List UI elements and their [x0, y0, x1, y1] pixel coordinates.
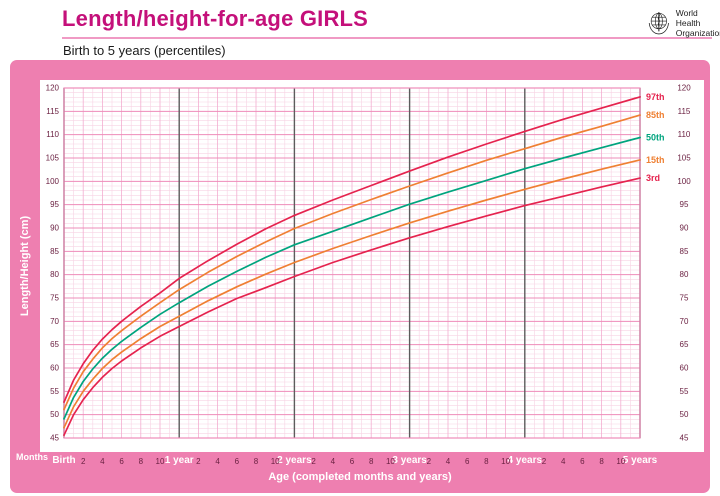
percentile-label-50th: 50th: [646, 132, 665, 142]
y-tick-left: 50: [50, 410, 59, 419]
page-title: Length/height-for-age GIRLS: [62, 6, 369, 31]
who-emblem-icon: [648, 12, 669, 35]
y-tick-right: 105: [677, 154, 691, 163]
y-tick-left: 115: [46, 107, 59, 116]
y-tick-right: 95: [680, 200, 689, 209]
x-month-tick: 4: [330, 457, 336, 466]
y-tick-right: 80: [680, 270, 689, 279]
y-tick-left: 45: [50, 434, 59, 443]
x-month-tick: 8: [253, 457, 259, 466]
y-tick-left: 75: [50, 294, 59, 303]
y-tick-right: 85: [680, 247, 689, 256]
y-tick-left: 110: [46, 130, 59, 139]
y-tick-left: 90: [50, 224, 59, 233]
y-tick-right: 75: [680, 294, 689, 303]
x-month-tick: 10: [385, 457, 395, 466]
x-year-label: 4 years: [507, 455, 543, 466]
y-tick-right: 60: [680, 364, 689, 373]
y-tick-right: 110: [678, 130, 691, 139]
x-year-label: 2 years: [277, 455, 312, 466]
title-underline: [62, 37, 712, 39]
plot-area: 97th 85th 50th 15th 3rd 45 45 50 50 55 55 60 60 65 65 7…: [40, 80, 704, 452]
x-year-label: 3 years: [392, 455, 427, 466]
x-year-label: Birth: [52, 455, 76, 466]
percentile-curve-15th: [63, 159, 641, 429]
percentile-curve-3rd: [63, 177, 641, 437]
chart-frame: Length/Height (cm) 97th 85th 50th 15th 3rd 45…: [10, 60, 710, 493]
x-month-tick: 8: [138, 457, 144, 466]
x-axis-title: Age (completed months and years): [268, 471, 452, 483]
y-tick-right: 70: [680, 317, 689, 326]
x-year-label: 1 year: [164, 455, 194, 466]
y-axis-title-wrap: Length/Height (cm): [10, 80, 40, 452]
percentile-label-97th: 97th: [646, 92, 665, 102]
x-axis-unit-label: Months: [16, 452, 48, 462]
x-month-tick: 8: [368, 457, 374, 466]
x-month-tick: 10: [155, 457, 165, 466]
y-axis-title: Length/Height (cm): [19, 215, 31, 317]
y-tick-left: 85: [50, 247, 59, 256]
x-month-tick: 6: [349, 457, 355, 466]
y-tick-left: 120: [46, 84, 60, 93]
who-logo: World Health Organization: [646, 8, 720, 39]
x-month-tick: 6: [119, 457, 124, 466]
x-month-tick: 4: [100, 457, 105, 466]
percentile-label-3rd: 3rd: [646, 173, 660, 183]
y-tick-left: 60: [50, 364, 59, 373]
x-month-tick: 6: [580, 457, 585, 466]
y-tick-right: 55: [680, 387, 689, 396]
x-month-tick: 4: [445, 457, 451, 466]
x-month-tick: 10: [501, 457, 511, 466]
y-tick-left: 100: [46, 177, 60, 186]
who-logo-text: World Health Organization: [676, 8, 720, 39]
chart-subtitle: Birth to 5 years (percentiles): [63, 43, 226, 58]
y-tick-left: 55: [50, 387, 59, 396]
y-tick-left: 105: [46, 154, 60, 163]
y-tick-right: 65: [680, 340, 689, 349]
growth-chart-svg: 97th 85th 50th 15th 3rd 45 45 50 50 55 55 60 60 65 65 7…: [46, 84, 692, 443]
x-month-tick: 6: [234, 457, 240, 466]
x-month-tick: 4: [560, 457, 566, 466]
y-tick-right: 100: [677, 177, 691, 186]
x-year-label: 5 years: [622, 455, 658, 466]
y-tick-left: 70: [50, 317, 59, 326]
x-month-tick: 10: [270, 457, 280, 466]
percentile-curve-50th: [63, 136, 641, 420]
y-tick-right: 120: [677, 84, 691, 93]
percentile-curve-97th: [63, 96, 641, 403]
y-tick-left: 65: [50, 340, 59, 349]
y-tick-right: 45: [680, 434, 689, 443]
who-logo-line2: Organization: [675, 28, 720, 39]
y-tick-right: 90: [680, 224, 689, 233]
x-month-tick: 2: [311, 457, 316, 466]
x-month-tick: 8: [599, 457, 604, 466]
x-month-tick: 10: [616, 457, 626, 466]
x-month-tick: 2: [426, 457, 432, 466]
y-tick-right: 50: [680, 410, 689, 419]
percentile-label-15th: 15th: [646, 155, 665, 165]
x-month-tick: 6: [464, 457, 470, 466]
y-tick-left: 80: [50, 270, 59, 279]
x-month-tick: 2: [80, 457, 86, 466]
x-month-tick: 4: [215, 457, 220, 466]
x-month-tick: 2: [196, 457, 201, 466]
plot-border: [63, 87, 641, 439]
y-tick-left: 95: [50, 200, 59, 209]
percentile-label-85th: 85th: [646, 110, 665, 120]
percentile-curve-85th: [63, 114, 641, 411]
who-logo-line1: World Health: [675, 8, 701, 29]
x-month-tick: 8: [484, 457, 489, 466]
x-month-tick: 2: [541, 457, 547, 466]
y-tick-right: 115: [678, 107, 691, 116]
x-axis-tick-row: Birth 1 year 2 years 3 years 4 years 5 years 2…: [40, 454, 704, 470]
